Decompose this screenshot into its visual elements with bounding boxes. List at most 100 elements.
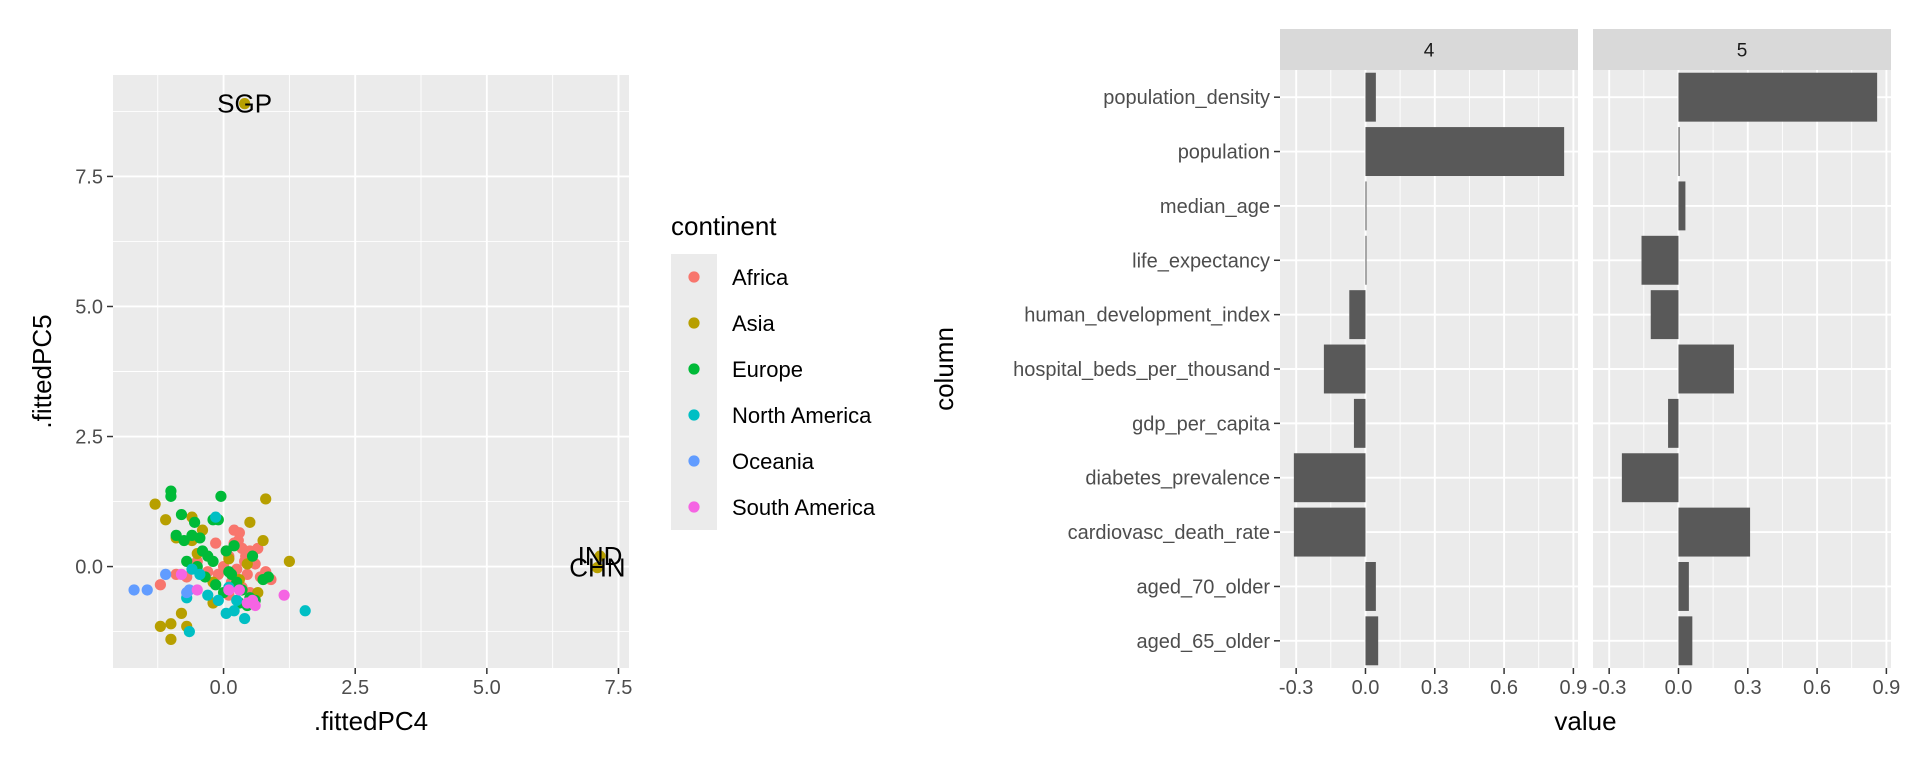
scatter-x-axis-title: .fittedPC4 — [314, 706, 428, 736]
scatter-point-label: SGP — [217, 89, 272, 119]
category-label: population — [1178, 142, 1270, 164]
scatter-point — [244, 516, 256, 528]
legend-title: continent — [671, 211, 777, 241]
facet-strip — [1280, 29, 1578, 70]
facet-strip-label: 5 — [1737, 41, 1748, 62]
scatter-point — [212, 594, 224, 606]
category-label: hospital_beds_per_thousand — [1013, 359, 1270, 381]
scatter-point — [160, 568, 172, 580]
scatter-point — [594, 550, 606, 562]
scatter-point — [210, 537, 222, 549]
legend: continent Africa Asia Europe North America Oc… — [671, 211, 876, 530]
bar-diabetes_prevalence — [1621, 453, 1679, 503]
scatter-point — [233, 584, 245, 596]
scatter-point — [228, 524, 240, 536]
scatter-point — [260, 493, 272, 505]
facet-5: 5 -0.3 0.0 0.3 0.6 0.9 — [1592, 29, 1900, 699]
category-label: human_development_index — [1024, 305, 1270, 327]
bar-life_expectancy — [1365, 235, 1367, 285]
legend-label: Asia — [732, 311, 776, 336]
bar-aged_70_older — [1678, 561, 1689, 611]
scatter-point — [215, 490, 227, 502]
scatter-point — [210, 579, 222, 591]
scatter-point — [191, 584, 203, 596]
scatter-point — [262, 571, 274, 583]
scatter-point — [175, 508, 188, 521]
category-label: life_expectancy — [1132, 250, 1270, 272]
facet-x-tick-label: 0.9 — [1872, 677, 1900, 699]
legend-label: Oceania — [732, 449, 815, 474]
scatter-y-tick-label: 2.5 — [75, 427, 103, 449]
bar-cardiovasc_death_rate — [1293, 507, 1366, 557]
scatter-point — [141, 584, 153, 596]
bar-hospital_beds_per_thousand — [1678, 344, 1734, 394]
bar-life_expectancy — [1641, 235, 1679, 285]
legend-label: North America — [732, 403, 872, 428]
bar-median_age — [1678, 181, 1686, 231]
facet-x-tick-label: 0.0 — [1665, 677, 1693, 699]
bar-population — [1365, 127, 1565, 177]
scatter-point — [207, 555, 219, 567]
bar-population — [1678, 127, 1680, 177]
category-label: aged_70_older — [1137, 576, 1271, 598]
legend-key-south-america — [688, 501, 700, 513]
scatter-point — [241, 568, 253, 580]
bar-diabetes_prevalence — [1293, 453, 1366, 503]
scatter-point — [223, 566, 235, 578]
scatter-point — [175, 568, 188, 580]
facet-x-tick-label: 0.6 — [1803, 677, 1831, 699]
scatter-point — [223, 584, 235, 596]
scatter-point — [257, 534, 269, 547]
bar-gdp_per_capita — [1353, 398, 1366, 448]
scatter-point — [239, 98, 251, 110]
scatter-point — [591, 562, 604, 574]
bar-population_density — [1365, 72, 1376, 122]
scatter-x-tick-label: 5.0 — [473, 677, 501, 699]
scatter-point — [178, 534, 190, 547]
scatter-point — [231, 594, 243, 606]
facet-x-tick-label: 0.6 — [1490, 677, 1518, 699]
category-label: cardiovasc_death_rate — [1068, 522, 1270, 544]
scatter-y-tick-label: 7.5 — [75, 166, 103, 188]
scatter-point — [283, 555, 295, 567]
facet-strip — [1593, 29, 1891, 70]
scatter-x-tick-label: 0.0 — [210, 677, 238, 699]
legend-key-north-america — [688, 409, 700, 421]
bar-median_age — [1365, 181, 1367, 231]
bar-gdp_per_capita — [1668, 398, 1679, 448]
legend-key-asia — [688, 317, 700, 329]
scatter-point — [194, 568, 206, 580]
legend-key-oceania — [688, 455, 700, 467]
scatter-point — [278, 589, 290, 601]
scatter-y-tick-label: 5.0 — [75, 296, 103, 318]
facet-x-tick-label: 0.0 — [1352, 677, 1380, 699]
facet-x-tick-label: -0.3 — [1279, 677, 1313, 699]
category-label: diabetes_prevalence — [1085, 468, 1270, 490]
facet-x-tick-label: 0.3 — [1734, 677, 1762, 699]
bar-aged_65_older — [1678, 616, 1693, 666]
facet-4: 4 -0.3 0.0 0.3 0.6 0.9 — [1279, 29, 1587, 699]
facet-strip-label: 4 — [1424, 41, 1435, 62]
scatter-point — [175, 607, 188, 619]
legend-key-europe — [688, 363, 700, 375]
scatter-point-label: CHN — [569, 553, 625, 583]
bar-human_development_index — [1650, 290, 1679, 340]
category-label: aged_65_older — [1137, 631, 1271, 653]
scatter-point — [220, 607, 232, 619]
bar-hospital_beds_per_thousand — [1323, 344, 1366, 394]
category-label: gdp_per_capita — [1132, 413, 1271, 435]
legend-label: Europe — [732, 357, 803, 382]
scatter-point — [210, 511, 222, 523]
facet-x-tick-label: -0.3 — [1592, 677, 1626, 699]
scatter-point — [183, 584, 195, 596]
scatter-point — [194, 532, 206, 544]
bar-population_density — [1678, 72, 1878, 122]
legend-label: South America — [732, 495, 876, 520]
scatter-point — [165, 633, 177, 645]
scatter-point — [246, 594, 259, 606]
scatter-point — [154, 620, 166, 632]
category-label: median_age — [1160, 196, 1270, 218]
legend-key-africa — [688, 271, 700, 283]
